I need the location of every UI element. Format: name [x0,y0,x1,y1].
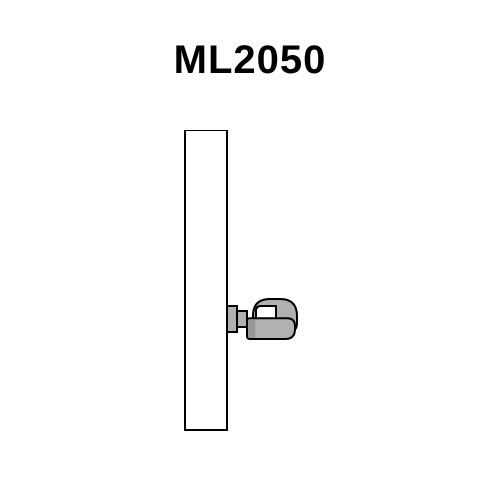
door-slab [185,130,227,430]
product-title: ML2050 [0,38,500,83]
knob-stem [237,311,247,327]
knob-shade [248,319,255,337]
lock-diagram [155,130,355,440]
canvas: ML2050 [0,0,500,500]
knob-collar [227,306,237,332]
